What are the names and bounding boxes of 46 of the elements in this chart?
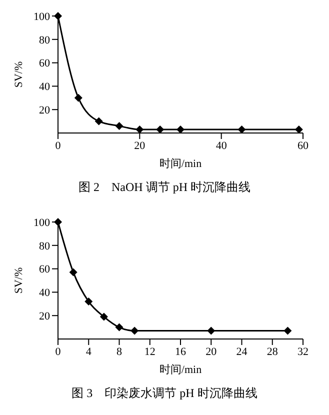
point xyxy=(74,94,82,102)
point xyxy=(284,326,292,335)
x-tick-label: 24 xyxy=(236,346,248,358)
x-tick-label: 40 xyxy=(216,140,228,152)
y-axis-title: SV/% xyxy=(12,267,25,294)
point xyxy=(100,312,108,321)
x-tick-label: 8 xyxy=(116,346,122,358)
y-tick-label: 60 xyxy=(39,264,50,276)
x-tick-label: 16 xyxy=(175,346,186,358)
point xyxy=(54,12,62,20)
y-tick-label: 80 xyxy=(39,34,50,46)
point xyxy=(156,125,164,134)
y-tick-label: 20 xyxy=(39,310,50,323)
text: 图 3 印染废水调节 pH 时沉降曲线 xyxy=(70,385,258,402)
y-tick-label: 60 xyxy=(39,58,50,70)
x-tick-label: 0 xyxy=(55,140,62,152)
point xyxy=(84,298,93,306)
y-tick-label: 100 xyxy=(34,216,50,229)
x-axis-title: 时间/min xyxy=(159,363,202,376)
text: 图 2 NaOH 调节 pH 时沉降曲线 xyxy=(78,179,252,196)
point xyxy=(238,125,246,134)
point xyxy=(115,122,124,130)
x-tick-label: 12 xyxy=(144,346,156,358)
x-tick-label: 32 xyxy=(298,346,308,358)
x-axis-title: 时间/min xyxy=(159,157,202,170)
point xyxy=(115,323,124,332)
x-tick-label: 0 xyxy=(55,346,62,358)
point xyxy=(69,268,78,276)
x-tick-label: 4 xyxy=(86,346,92,358)
point xyxy=(94,117,103,126)
y-tick-label: 40 xyxy=(39,81,50,94)
x-tick-label: 60 xyxy=(298,140,309,152)
point xyxy=(130,326,139,335)
x-tick-label: 28 xyxy=(266,346,278,358)
point xyxy=(294,125,303,134)
point xyxy=(176,125,184,134)
x-tick-label: 20 xyxy=(134,140,146,152)
point xyxy=(207,326,216,335)
y-tick-label: 100 xyxy=(34,10,50,23)
y-axis-title: SV/% xyxy=(12,61,25,88)
point xyxy=(136,125,144,134)
point xyxy=(54,218,62,226)
x-tick-label: 20 xyxy=(206,346,218,358)
y-tick-label: 20 xyxy=(39,104,50,117)
y-tick-label: 80 xyxy=(39,240,50,252)
y-tick-label: 40 xyxy=(39,287,50,300)
